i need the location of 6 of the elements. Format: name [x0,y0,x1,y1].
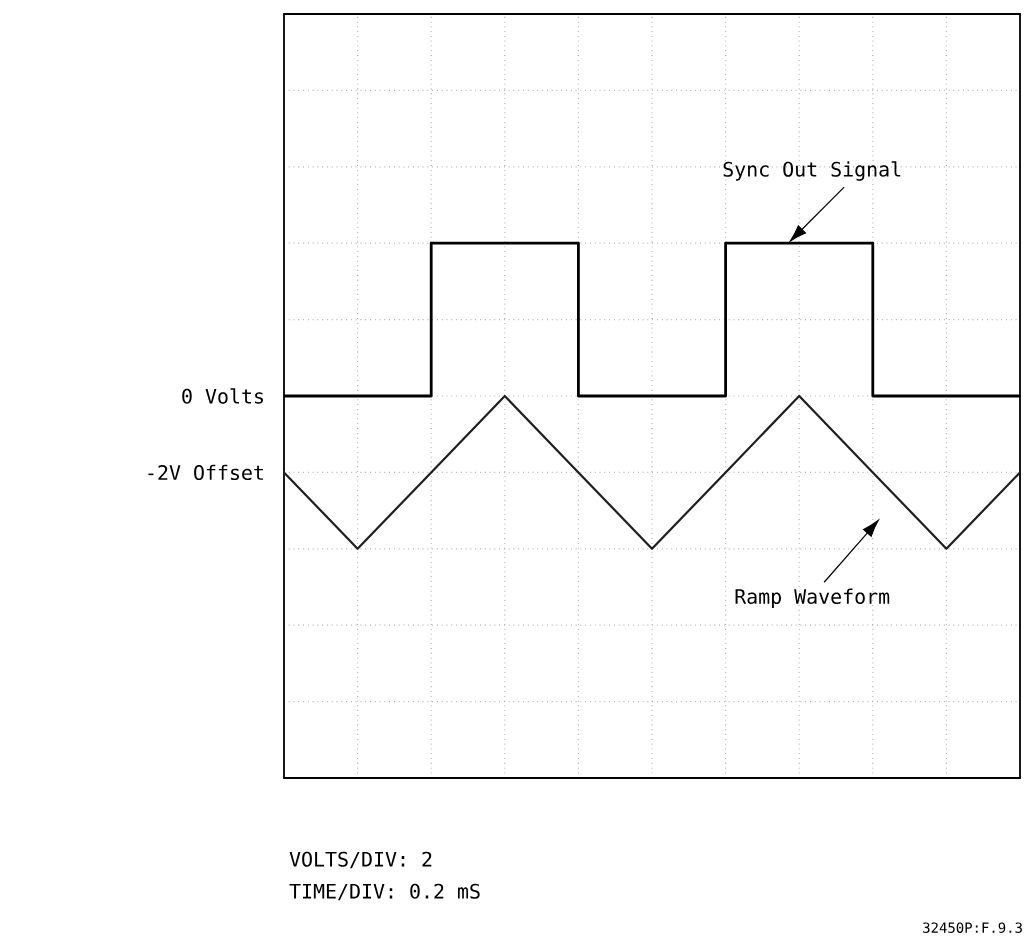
annotation: Sync Out Signal [723,161,901,181]
annotation: Ramp Waveform [735,588,890,608]
y-tick-label: 0 Volts [182,388,263,404]
text: VOLTS/DIV: 2 [289,851,432,869]
y-tick-label: -2V Offset [148,464,263,481]
text: TIME/DIV: 0.2 mS [289,883,480,901]
